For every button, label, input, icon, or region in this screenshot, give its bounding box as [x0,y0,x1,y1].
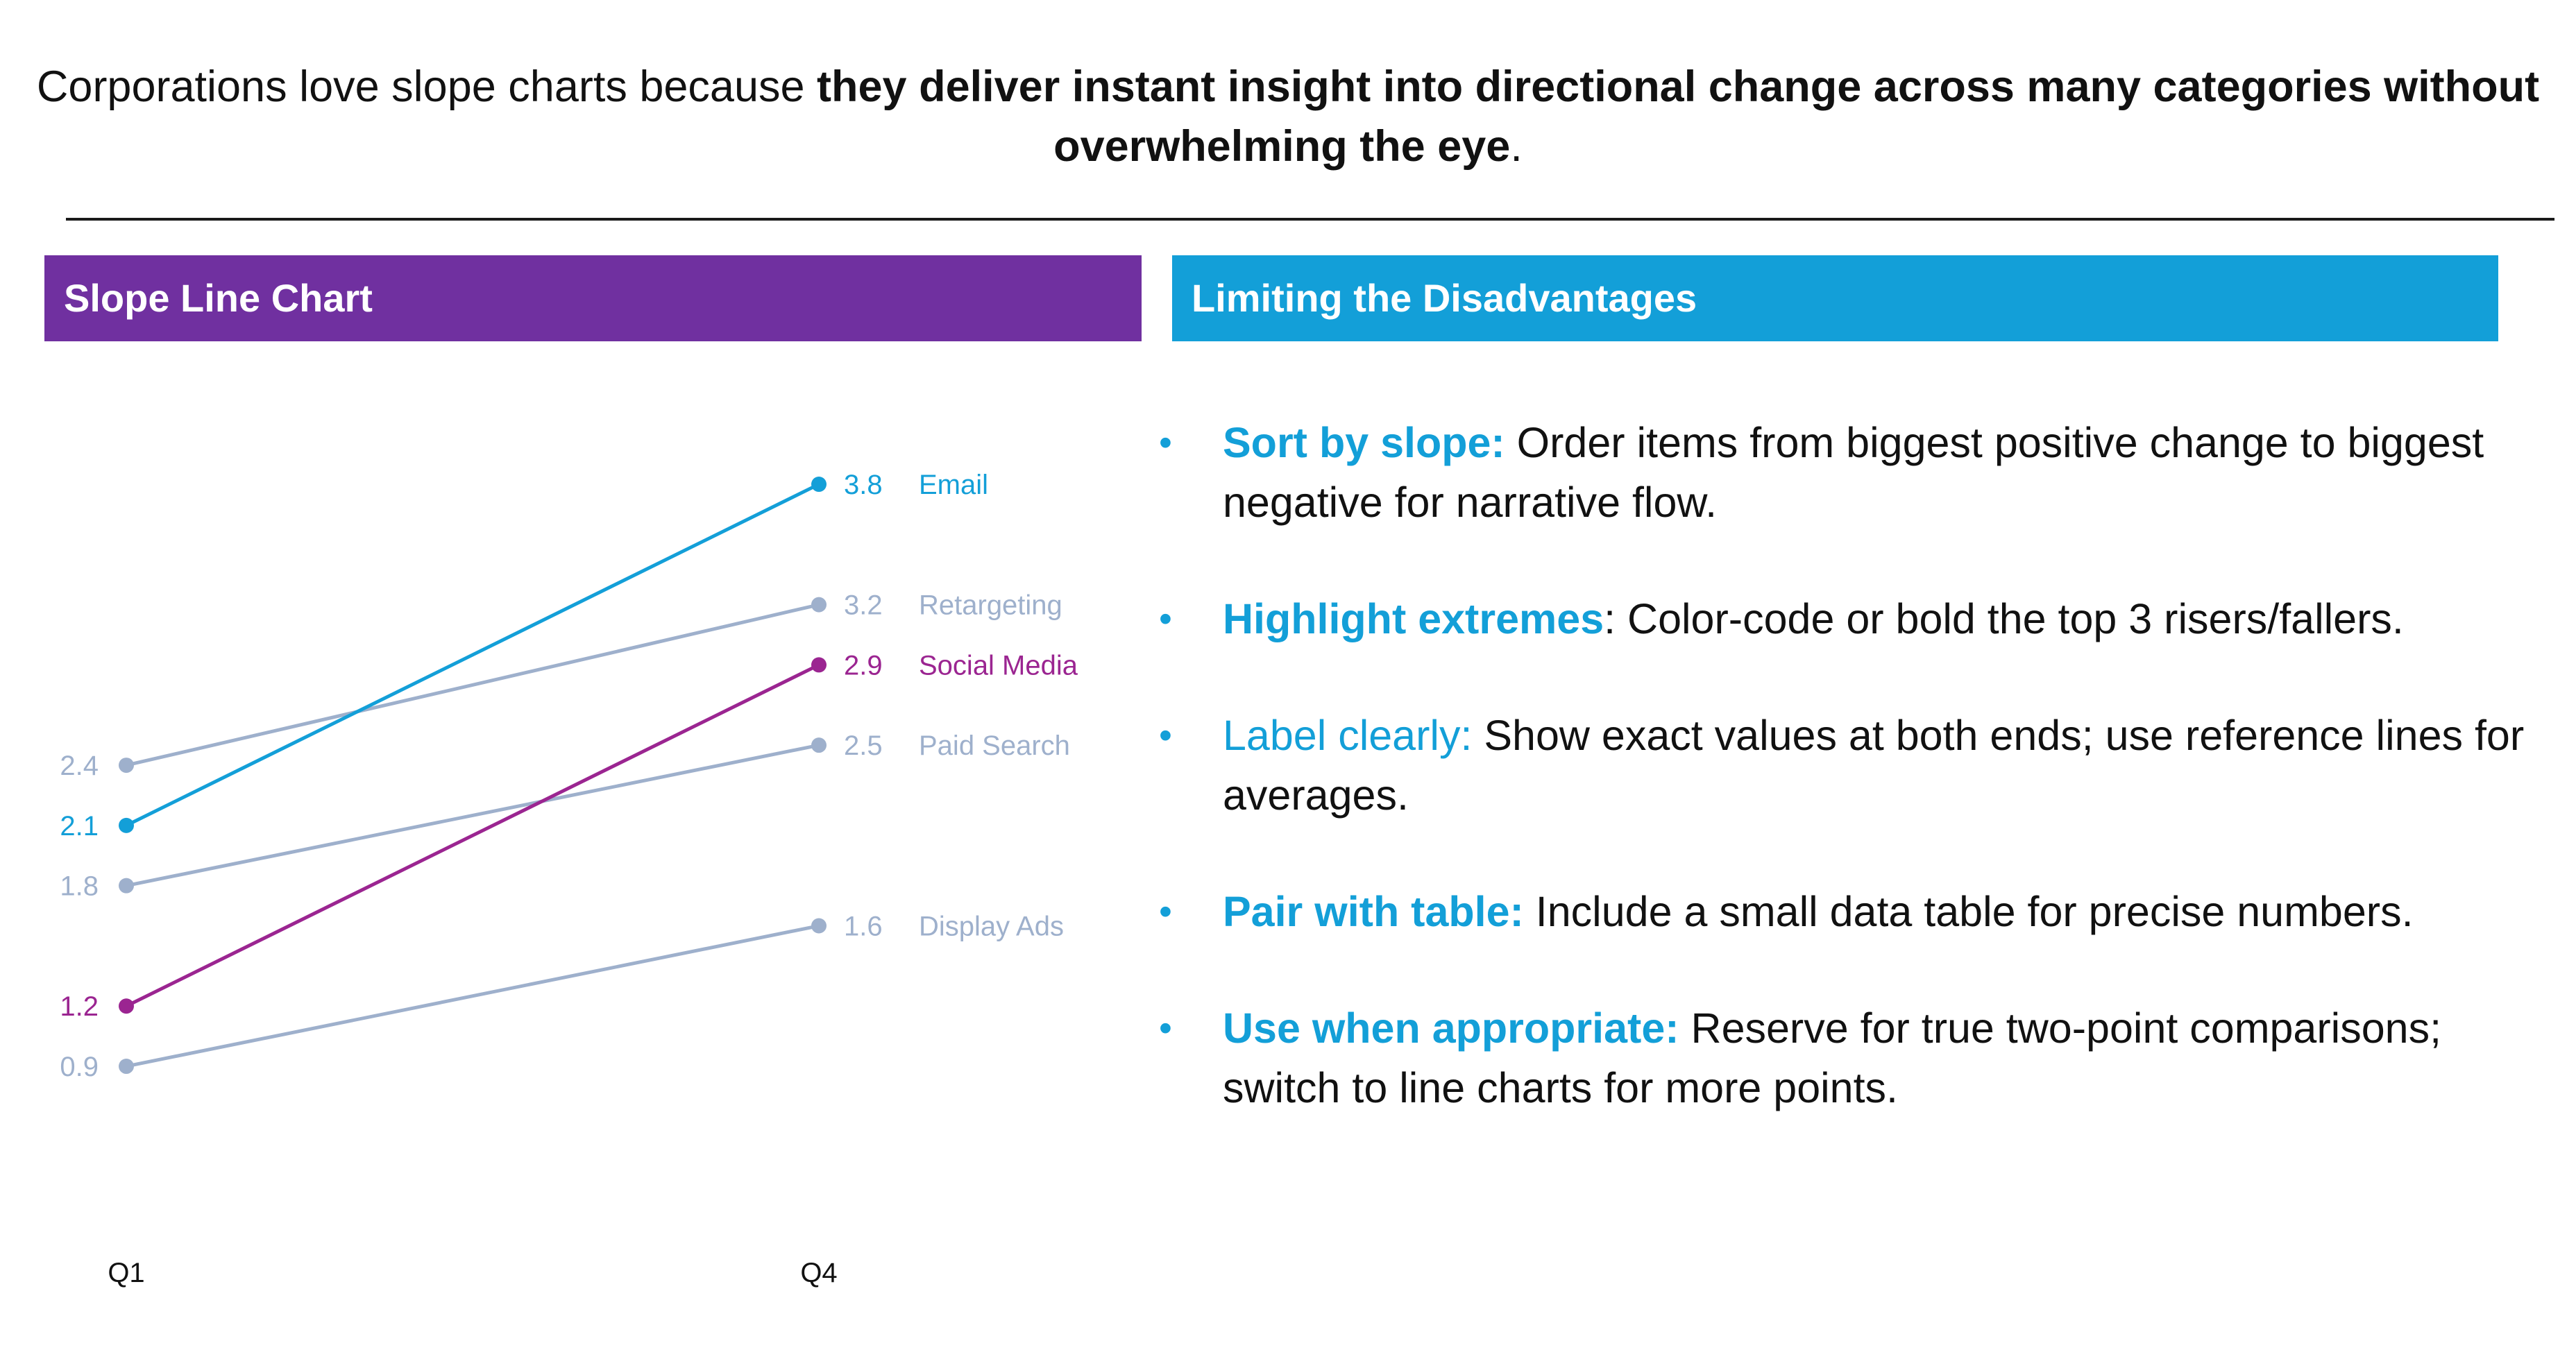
disadvantages-list: • Sort by slope: Order items from biggest… [1159,413,2533,1174]
label-social-media-q4: 2.9 [844,650,883,681]
point-email-q4 [811,477,827,493]
label-email-q1: 2.1 [60,811,99,841]
label-social-media-q1: 1.2 [60,991,99,1022]
point-social-media-q1 [119,998,134,1014]
bullet-dot-icon: • [1159,598,1172,640]
point-social-media-q4 [811,657,827,673]
point-paid-search-q1 [119,878,134,894]
point-email-q1 [119,817,134,833]
bullet-dot-icon: • [1159,422,1172,463]
label-display-ads-q1: 0.9 [60,1052,99,1082]
headline-normal: Corporations love slope charts because [36,62,817,111]
divider-rule [66,218,2554,221]
label-email-q4: 3.8 [844,470,883,500]
point-display-ads-q4 [811,918,827,934]
label-paid-search-q1: 1.8 [60,871,99,902]
slope-line-email [125,482,820,828]
bullet-text: Reserve for true two-point comparisons; … [1223,1005,2442,1111]
label-paid-search-q4: 2.5 [844,730,883,761]
slope-line-retargeting [126,603,820,767]
series-name-display-ads: Display Ads [919,912,1064,942]
point-paid-search-q4 [811,737,827,753]
slope-line-social-media [125,663,820,1008]
right-panel-title: Limiting the Disadvantages [1192,276,1697,320]
bullet-lead: Pair with table: [1223,888,1524,935]
bullet-text: Show exact values at both ends; use refe… [1223,712,2525,819]
bullet-lead: Use when appropriate: [1223,1005,1679,1052]
slope-chart: 2.4 3.2 Retargeting 1.8 2.5 Paid Search 0.9 1.6… [60,470,1078,1288]
series-name-paid-search: Paid Search [919,730,1070,761]
x-tick-q1: Q1 [108,1258,144,1288]
point-retargeting-q1 [119,758,134,774]
headline: Corporations love slope charts because t… [0,57,2576,176]
left-panel-title: Slope Line Chart [64,276,373,320]
series-name-social-media: Social Media [919,650,1078,681]
right-panel-header: Limiting the Disadvantages [1172,255,2498,341]
bullet-item: • Use when appropriate: Reserve for true … [1159,998,2533,1118]
bullet-text: : Color-code or bold the top 3 risers/fa… [1604,595,2404,642]
bullet-item: • Highlight extremes: Color-code or bold … [1159,589,2533,649]
bullet-dot-icon: • [1159,1007,1172,1049]
headline-end: . [1510,122,1523,171]
point-retargeting-q4 [811,597,827,613]
bullet-lead: Label clearly: [1223,712,1473,759]
bullet-text: Order items from biggest positive change… [1223,419,2484,526]
headline-bold: they deliver instant insight into direct… [817,62,2540,171]
bullet-dot-icon: • [1159,891,1172,932]
bullet-item: • Sort by slope: Order items from biggest… [1159,413,2533,532]
bullet-dot-icon: • [1159,715,1172,756]
bullet-text: Include a small data table for precise n… [1523,888,2414,935]
label-retargeting-q4: 3.2 [844,590,883,621]
bullet-lead: Sort by slope: [1223,419,1505,466]
bullet-item: • Label clearly: Show exact values at bot… [1159,706,2533,825]
label-retargeting-q1: 2.4 [60,751,99,781]
series-name-email: Email [919,470,988,500]
point-display-ads-q1 [119,1059,134,1075]
series-name-retargeting: Retargeting [919,590,1062,621]
left-panel-header: Slope Line Chart [44,255,1142,341]
x-tick-q4: Q4 [800,1258,837,1288]
bullet-lead: Highlight extremes [1223,595,1604,642]
label-display-ads-q4: 1.6 [844,912,883,942]
slope-line-display-ads [126,924,820,1068]
slope-line-paid-search [126,743,820,888]
bullet-item: • Pair with table: Include a small data t… [1159,882,2533,941]
